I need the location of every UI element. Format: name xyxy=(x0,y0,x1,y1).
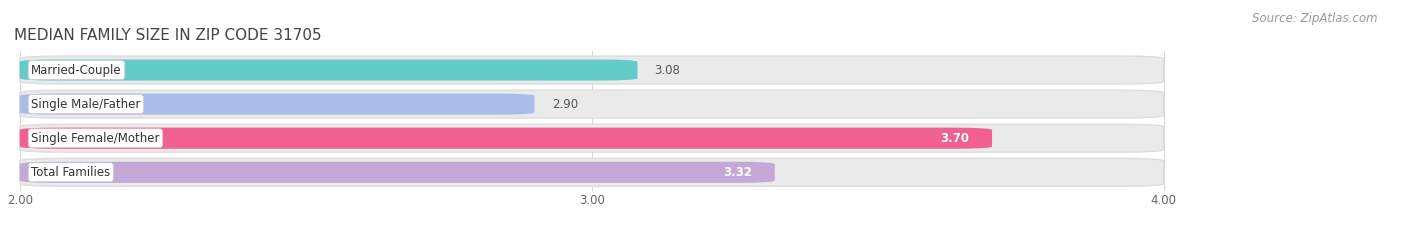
Text: Married-Couple: Married-Couple xyxy=(31,64,122,76)
Text: Total Families: Total Families xyxy=(31,166,111,179)
Text: MEDIAN FAMILY SIZE IN ZIP CODE 31705: MEDIAN FAMILY SIZE IN ZIP CODE 31705 xyxy=(14,28,322,43)
FancyBboxPatch shape xyxy=(20,59,637,81)
Text: Source: ZipAtlas.com: Source: ZipAtlas.com xyxy=(1253,12,1378,25)
Text: 3.08: 3.08 xyxy=(655,64,681,76)
FancyBboxPatch shape xyxy=(20,56,1164,84)
Text: Single Male/Father: Single Male/Father xyxy=(31,98,141,111)
FancyBboxPatch shape xyxy=(20,128,993,149)
Text: 2.90: 2.90 xyxy=(551,98,578,111)
FancyBboxPatch shape xyxy=(20,124,1164,152)
FancyBboxPatch shape xyxy=(20,93,534,115)
Text: 3.32: 3.32 xyxy=(723,166,752,179)
Text: Single Female/Mother: Single Female/Mother xyxy=(31,132,160,145)
FancyBboxPatch shape xyxy=(20,162,775,183)
FancyBboxPatch shape xyxy=(20,158,1164,186)
FancyBboxPatch shape xyxy=(20,90,1164,118)
Text: 3.70: 3.70 xyxy=(941,132,969,145)
